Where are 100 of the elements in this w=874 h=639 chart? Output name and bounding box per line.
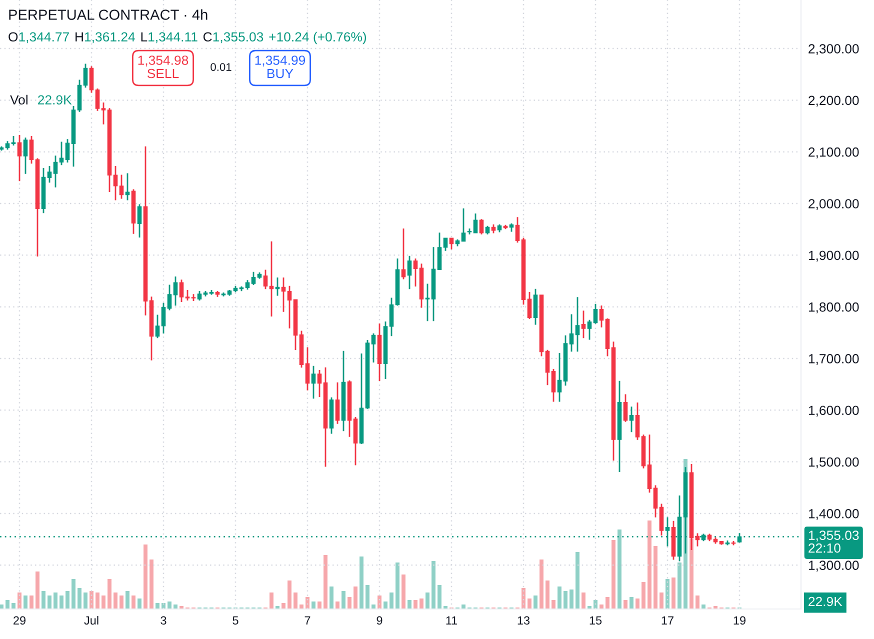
candlestick: [245, 280, 250, 290]
bar: [522, 588, 526, 609]
bar: [654, 546, 658, 609]
bar: [102, 596, 106, 609]
annotation: L: [141, 32, 148, 42]
y-tick-label: 1,400.00: [808, 509, 859, 520]
annotation: O: [8, 32, 18, 42]
bar: [552, 600, 556, 609]
x-tick-label: 17: [662, 616, 674, 624]
y-tick-label: 2,200.00: [808, 96, 859, 107]
candlestick: [107, 108, 112, 192]
bar: [24, 596, 28, 609]
x-tick-label: 11: [446, 616, 458, 624]
bar: [270, 592, 274, 609]
candlestick: [221, 292, 226, 296]
candlestick: [197, 290, 202, 300]
bar: [324, 555, 328, 609]
bar: [366, 585, 370, 609]
candlestick: [347, 380, 352, 437]
bar: [534, 596, 538, 609]
bar: [48, 596, 52, 609]
bar: [318, 602, 322, 609]
x-tick-label: 19: [734, 616, 746, 625]
bar: [660, 592, 664, 609]
bar: [132, 596, 136, 609]
bar: [138, 598, 142, 609]
candlestick: [719, 540, 724, 545]
x-tick-label: 15: [590, 616, 602, 625]
bar: [630, 597, 634, 609]
bar: [432, 561, 436, 609]
candlestick: [527, 292, 532, 320]
x-tick-label: 3: [160, 616, 166, 625]
candlestick: [485, 226, 490, 234]
bar: [582, 592, 586, 609]
bar: [438, 585, 442, 609]
candlestick: [443, 238, 448, 251]
bar: [18, 592, 22, 609]
candlestick: [41, 168, 46, 214]
candlestick: [671, 520, 676, 560]
bar: [600, 604, 604, 609]
y-tick-label: 1,500.00: [808, 457, 859, 468]
candlestick: [365, 340, 370, 409]
candlestick: [389, 298, 394, 336]
chart-title: PERPETUAL CONTRACT · 4h: [9, 9, 208, 20]
candlestick: [641, 434, 646, 468]
bar: [60, 596, 64, 609]
annotation: 1,361.24: [85, 32, 135, 44]
bar: [156, 603, 160, 609]
candlestick: [563, 335, 568, 386]
x-tick-label: 9: [376, 616, 382, 625]
candlestick: [605, 318, 610, 356]
bar: [414, 600, 418, 609]
bar: [120, 596, 124, 609]
candlestick: [179, 280, 184, 302]
bar: [372, 604, 376, 609]
candlestick: [551, 368, 556, 402]
bar: [306, 597, 310, 609]
candlestick: [521, 238, 526, 305]
bar: [390, 592, 394, 609]
candlestick: [593, 304, 598, 324]
candlestick: [131, 189, 136, 234]
bar: [312, 602, 316, 609]
bar: [300, 604, 304, 609]
bar: [672, 578, 676, 609]
candlestick: [473, 213, 478, 234]
x-tick-label: 5: [232, 616, 238, 625]
bar: [96, 592, 100, 609]
annotation: C: [203, 32, 212, 42]
x-tick-label: 7: [304, 616, 310, 624]
bar: [126, 591, 130, 609]
candlestick: [215, 290, 220, 297]
candlestick: [395, 258, 400, 306]
annotation: 1,355.03: [213, 32, 264, 44]
y-tick-label: 2,100.00: [808, 147, 859, 158]
bar: [636, 598, 640, 609]
y-tick-label: 1,600.00: [808, 406, 859, 417]
bar: [72, 579, 76, 609]
bar: [288, 580, 292, 609]
bar: [606, 597, 610, 609]
bar: [150, 560, 154, 609]
annotation: 0.01: [210, 63, 232, 71]
bar: [66, 591, 70, 609]
candlestick: [95, 88, 100, 111]
candlestick: [545, 350, 550, 386]
bar: [702, 604, 706, 609]
candlestick: [293, 299, 298, 350]
bar: [354, 586, 358, 609]
text: 22.9K: [808, 596, 842, 606]
ref-line-label: 1,355.03 22:10: [808, 530, 859, 553]
bar: [12, 603, 16, 609]
annotation: H: [76, 32, 83, 42]
candlestick: [479, 219, 484, 234]
bar: [330, 586, 334, 609]
bar: [528, 598, 532, 609]
candlestick: [203, 290, 208, 296]
bar: [666, 579, 670, 609]
bar: [360, 556, 364, 609]
annotation: +10.24 (+0.76%): [269, 32, 366, 44]
bar: [408, 600, 412, 609]
bar: [462, 604, 466, 609]
